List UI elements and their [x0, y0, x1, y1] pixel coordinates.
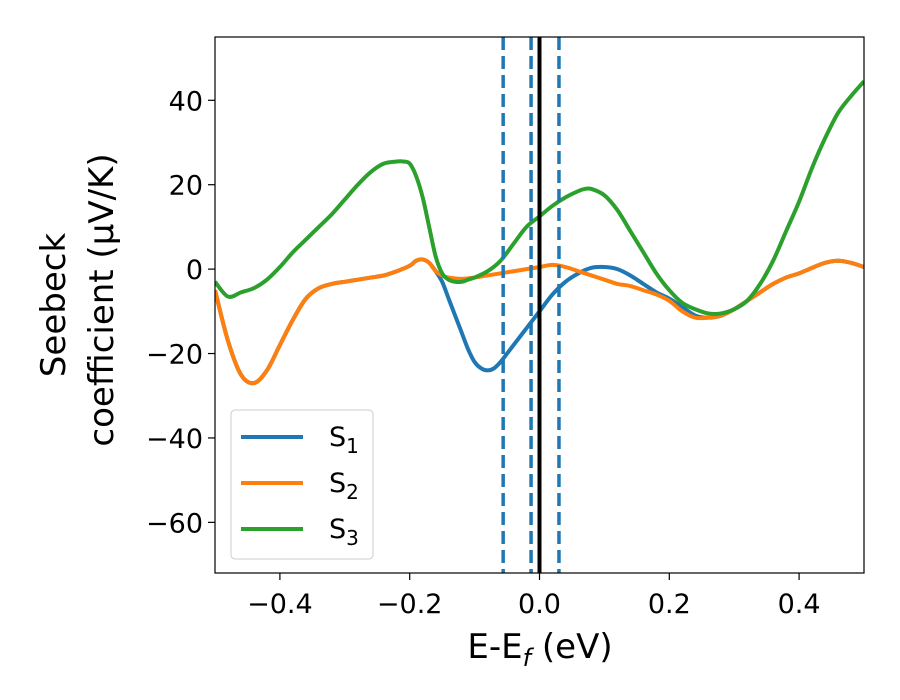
- legend-label-s3: S3: [329, 514, 359, 550]
- legend-label-s2: S2: [329, 468, 359, 504]
- y-tick-label: −60: [146, 508, 203, 539]
- legend-label-s1: S1: [329, 422, 359, 458]
- x-axis-title: E-Ef (eV): [467, 627, 612, 672]
- x-tick-label: 0.2: [648, 589, 691, 620]
- y-axis-title-line2: coefficient (μV/K): [82, 153, 122, 446]
- x-tick-label: 0.0: [518, 589, 561, 620]
- x-axis-title-unit: (eV): [542, 627, 613, 667]
- x-tick-label: −0.4: [247, 589, 313, 620]
- y-tick-label: 40: [169, 86, 203, 117]
- y-tick-label: −20: [146, 340, 203, 371]
- x-tick-label: −0.2: [377, 589, 443, 620]
- y-tick-label: 20: [169, 171, 203, 202]
- y-axis-title-line1: Seebeck: [34, 233, 74, 378]
- ticks: −0.4 −0.2 0.0 0.2 0.4 −60 −40 −20 0 20 40: [146, 86, 821, 620]
- x-tick-label: 0.4: [778, 589, 821, 620]
- series-layer: [215, 79, 864, 386]
- vertical-lines: [501, 37, 561, 573]
- legend: S1 S2 S3: [230, 409, 374, 560]
- y-tick-label: −40: [146, 424, 203, 455]
- series-line-s3: [215, 79, 864, 316]
- x-axis-title-main: E-E: [467, 627, 522, 667]
- y-tick-label: 0: [186, 255, 203, 286]
